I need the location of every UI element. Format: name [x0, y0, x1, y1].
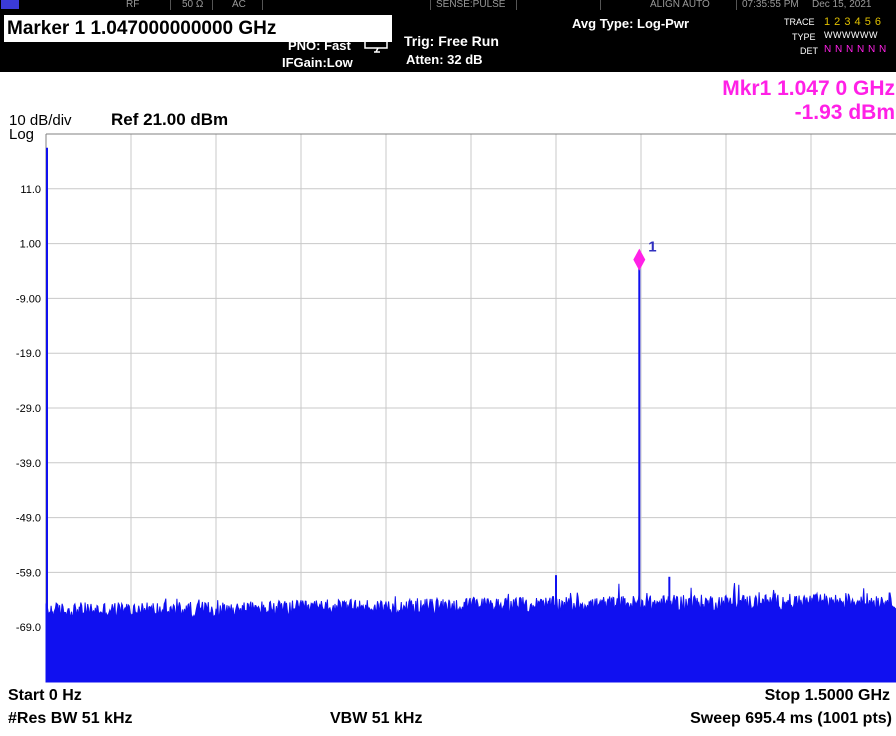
sweep-time: Sweep 695.4 ms (1001 pts)	[690, 710, 892, 727]
marker-level: -1.93 dBm	[794, 101, 895, 124]
measurement-header: Marker 1 1.047000000000 GHz PNO: Fast IF…	[0, 10, 896, 72]
marker-readout: Mkr1 1.047 0 GHz -1.93 dBm	[722, 77, 895, 125]
y-tick-label: -69.0	[16, 622, 41, 634]
align-label: ALIGN AUTO	[650, 0, 710, 10]
y-tick-label: 11.0	[20, 184, 41, 196]
y-tick-label: -19.0	[16, 348, 41, 360]
y-tick-label: 1.00	[20, 239, 41, 251]
plot-grid	[45, 133, 896, 682]
impedance-label: 50 Ω	[182, 0, 204, 10]
trace-label: TRACE	[784, 17, 815, 27]
det-values: N N N N N N	[824, 44, 887, 55]
y-tick-label: -9.00	[16, 293, 41, 305]
rf-label: RF	[126, 0, 140, 10]
type-values: WWWWWW	[824, 30, 878, 40]
start-frequency: Start 0 Hz	[8, 687, 82, 704]
scale-per-div: 10 dB/div	[9, 112, 72, 129]
pno-setting: PNO: Fast	[288, 38, 351, 53]
instrument-logo-icon	[1, 0, 19, 9]
sense-label: SENSE:PULSE	[436, 0, 506, 10]
det-label: DET	[800, 46, 818, 56]
date-label: Dec 15, 2021	[812, 0, 872, 10]
stop-frequency: Stop 1.5000 GHz	[764, 687, 890, 704]
marker-title-box[interactable]: Marker 1 1.047000000000 GHz	[4, 15, 392, 42]
noise-floor-area	[45, 583, 896, 683]
trigger-setting: Trig: Free Run	[404, 33, 499, 49]
marker-title: Marker 1 1.047000000000 GHz	[7, 18, 277, 39]
status-bar: RF 50 Ω AC SENSE:PULSE ALIGN AUTO 07:35:…	[0, 0, 896, 10]
ifgain-setting: IFGain:Low	[282, 55, 353, 70]
marker-frequency: Mkr1 1.047 0 GHz	[722, 77, 895, 100]
type-label: TYPE	[792, 32, 816, 42]
avg-type-setting: Avg Type: Log-Pwr	[572, 16, 689, 31]
marker-1-diamond	[633, 248, 646, 271]
resolution-bandwidth: #Res BW 51 kHz	[8, 710, 133, 727]
coupling-label: AC	[232, 0, 246, 10]
marker-1-label: 1	[648, 239, 656, 256]
y-tick-label: -49.0	[16, 513, 41, 525]
y-tick-label: -39.0	[16, 458, 41, 470]
y-tick-label: -29.0	[16, 403, 41, 415]
y-tick-label: -59.0	[16, 567, 41, 579]
spectrum-trace	[45, 147, 896, 683]
attenuation-setting: Atten: 32 dB	[406, 52, 483, 67]
reference-level: Ref 21.00 dBm	[111, 110, 229, 129]
sweep-mode-icon	[364, 39, 388, 53]
marker-layer: 1	[633, 239, 657, 271]
y-tick-labels: 11.0 1.00 -9.00 -19.0 -29.0 -39.0 -49.0 -59.0 -6…	[16, 184, 41, 634]
video-bandwidth: VBW 51 kHz	[330, 710, 423, 727]
time-label: 07:35:55 PM	[742, 0, 799, 10]
scale-type: Log	[9, 126, 35, 143]
trace-values: 1 2 3 4 5 6	[824, 16, 882, 28]
